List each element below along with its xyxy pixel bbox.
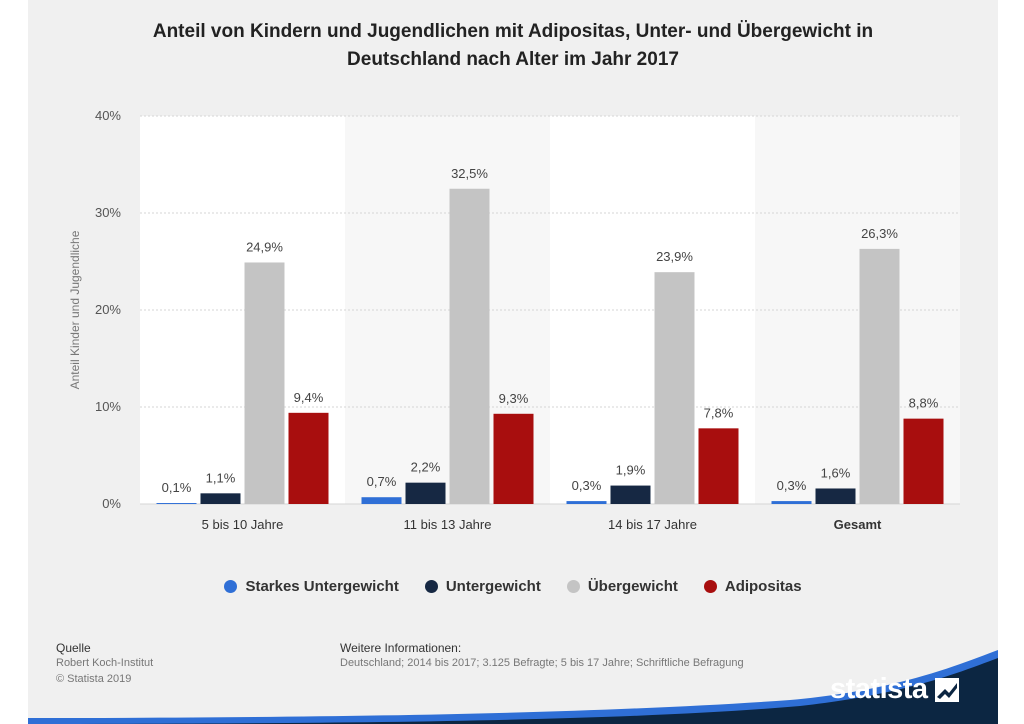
legend-marker bbox=[224, 580, 238, 593]
legend-label: Untergewicht bbox=[445, 578, 541, 595]
x-tick-label: 5 bis 10 Jahre bbox=[202, 517, 284, 532]
copyright-text: © Statista 2019 bbox=[56, 673, 132, 685]
y-tick-label: 0% bbox=[102, 496, 121, 511]
bar bbox=[156, 503, 197, 504]
bar bbox=[610, 485, 651, 504]
bar bbox=[815, 488, 856, 504]
data-label: 0,3% bbox=[572, 478, 602, 493]
legend-item[interactable]: Starkes Untergewicht bbox=[224, 578, 399, 595]
bar bbox=[654, 272, 695, 504]
data-label: 0,7% bbox=[367, 474, 397, 489]
data-label: 2,2% bbox=[411, 460, 441, 475]
bar bbox=[771, 501, 812, 504]
data-label: 1,9% bbox=[616, 463, 646, 478]
chart-title-line-1: Anteil von Kindern und Jugendlichen mit … bbox=[152, 21, 874, 42]
data-label: 32,5% bbox=[451, 166, 488, 181]
bar bbox=[903, 418, 944, 504]
data-label: 23,9% bbox=[656, 249, 693, 264]
y-tick-label: 10% bbox=[95, 399, 121, 414]
chart-title: Anteil von Kindern und Jugendlichen mit … bbox=[28, 18, 998, 74]
y-tick-label: 30% bbox=[95, 205, 121, 220]
y-tick-label: 20% bbox=[95, 302, 121, 317]
chart-legend: Starkes Untergewicht Untergewicht Übergewi… bbox=[28, 578, 998, 595]
data-label: 9,4% bbox=[294, 390, 324, 405]
bar bbox=[698, 428, 739, 504]
data-label: 0,1% bbox=[162, 480, 192, 495]
legend-marker bbox=[703, 580, 717, 593]
data-label: 24,9% bbox=[246, 239, 283, 254]
data-label: 8,8% bbox=[909, 396, 939, 411]
data-label: 7,8% bbox=[704, 405, 734, 420]
bar bbox=[566, 501, 607, 504]
info-text: Deutschland; 2014 bis 2017; 3.125 Befrag… bbox=[340, 657, 744, 669]
legend-label: Adipositas bbox=[724, 578, 802, 595]
chart-title-line-2: Deutschland nach Alter im Jahr 2017 bbox=[347, 49, 679, 70]
info-label: Weitere Informationen: bbox=[340, 641, 462, 655]
data-label: 1,6% bbox=[821, 465, 851, 480]
data-label: 26,3% bbox=[861, 226, 898, 241]
legend-item[interactable]: Adipositas bbox=[703, 578, 802, 595]
brand-name: statista bbox=[830, 673, 928, 705]
bar bbox=[244, 262, 285, 504]
bar bbox=[200, 493, 241, 504]
x-tick-label: 11 bis 13 Jahre bbox=[404, 517, 492, 532]
statista-logo[interactable]: statista bbox=[830, 673, 960, 706]
bar bbox=[288, 412, 329, 504]
y-axis-title: Anteil Kinder und Jugendliche bbox=[68, 230, 82, 389]
bar bbox=[405, 482, 446, 504]
data-label: 9,3% bbox=[499, 391, 529, 406]
legend-item[interactable]: Untergewicht bbox=[424, 578, 541, 595]
y-tick-label: 40% bbox=[95, 108, 121, 123]
footer-wave-stripe bbox=[28, 650, 998, 724]
source-name: Robert Koch-Institut bbox=[56, 657, 154, 669]
bar bbox=[859, 248, 900, 504]
legend-item[interactable]: Übergewicht bbox=[566, 578, 678, 595]
statista-logo-icon bbox=[934, 677, 959, 702]
legend-label: Starkes Untergewicht bbox=[245, 578, 399, 595]
legend-label: Übergewicht bbox=[587, 578, 678, 595]
bar bbox=[493, 413, 534, 504]
data-label: 0,3% bbox=[777, 478, 807, 493]
legend-marker bbox=[424, 580, 438, 593]
x-tick-label: Gesamt bbox=[834, 517, 882, 532]
legend-marker bbox=[566, 580, 580, 593]
bar bbox=[361, 497, 402, 504]
bar bbox=[449, 188, 490, 504]
x-tick-label: 14 bis 17 Jahre bbox=[608, 517, 697, 532]
data-label: 1,1% bbox=[206, 470, 236, 485]
source-label: Quelle bbox=[56, 641, 91, 655]
footer-wave-body bbox=[28, 658, 998, 724]
